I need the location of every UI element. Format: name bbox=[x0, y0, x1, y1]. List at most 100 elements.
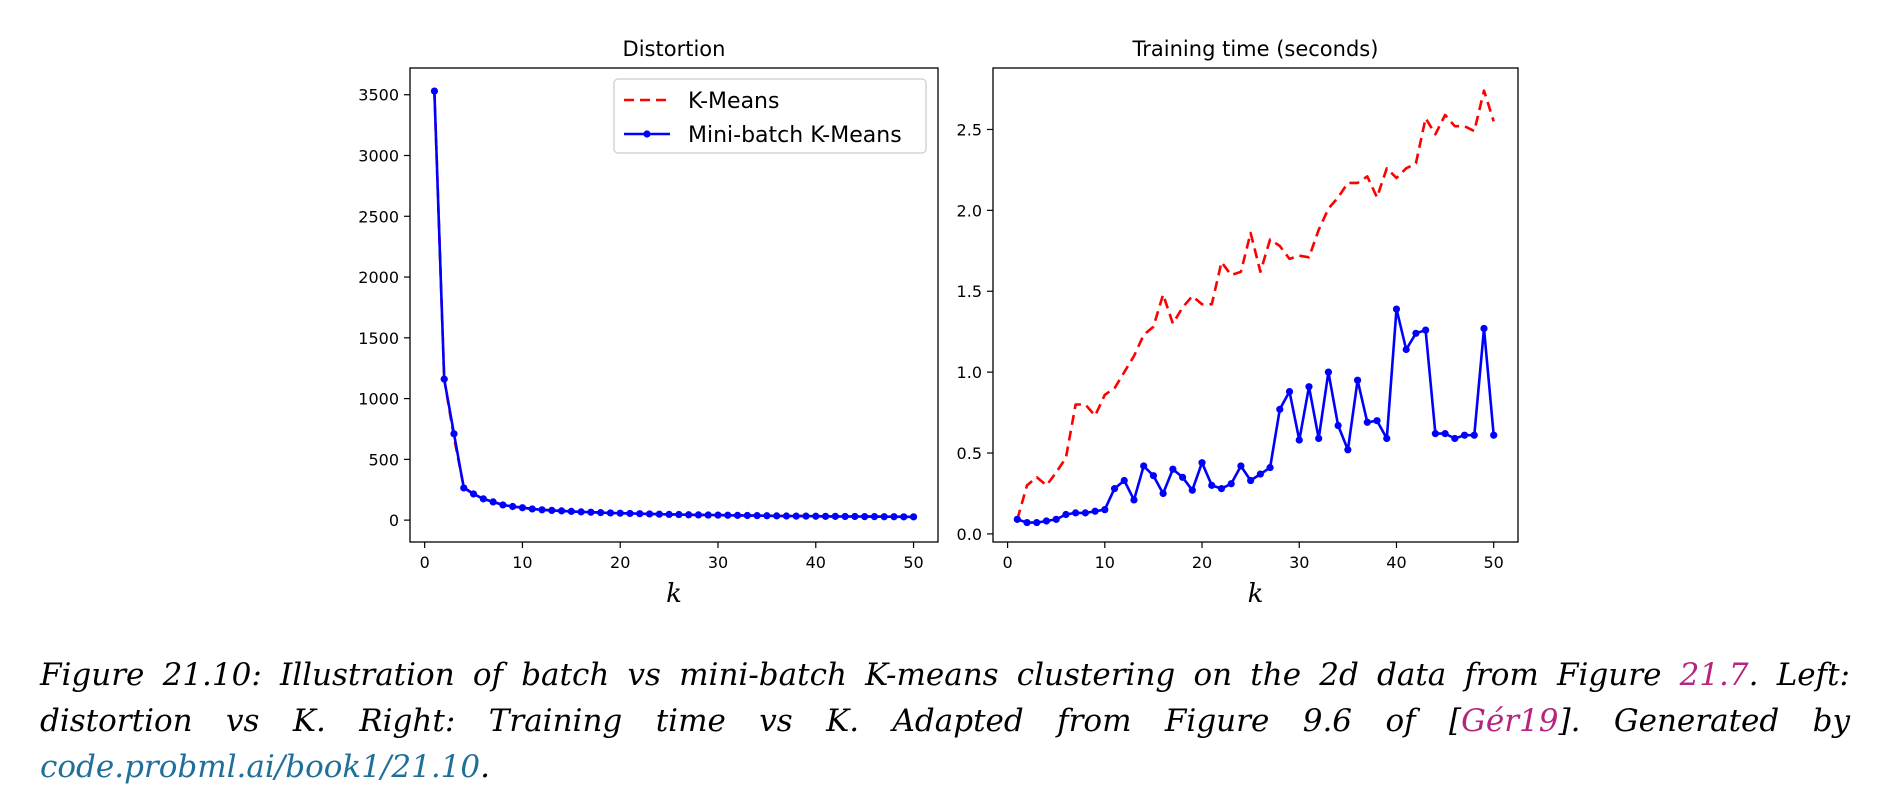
minibatch-data-point bbox=[1256, 470, 1264, 478]
figure-reference-link[interactable]: 21.7 bbox=[1679, 657, 1749, 693]
minibatch-data-point bbox=[694, 511, 703, 519]
caption-middle: . Left: distortion vs K. Right: Training… bbox=[40, 657, 1850, 739]
y-tick-label: 2000 bbox=[358, 268, 399, 287]
minibatch-data-point bbox=[1130, 496, 1138, 504]
minibatch-data-point bbox=[665, 510, 673, 519]
minibatch-data-point bbox=[1276, 405, 1284, 413]
minibatch-data-point bbox=[1441, 430, 1449, 438]
minibatch-data-point bbox=[1373, 417, 1381, 425]
minibatch-data-point bbox=[587, 508, 595, 516]
minibatch-series-line bbox=[433, 91, 914, 519]
legend-box bbox=[613, 78, 927, 154]
y-tick-label: 3000 bbox=[358, 147, 399, 166]
legend-label: K-Means bbox=[688, 89, 779, 114]
minibatch-data-point bbox=[1169, 465, 1177, 473]
minibatch-data-point bbox=[1188, 486, 1196, 494]
minibatch-data-point bbox=[1237, 462, 1245, 470]
minibatch-data-point bbox=[1285, 387, 1294, 396]
minibatch-data-point bbox=[841, 512, 849, 521]
minibatch-data-point bbox=[890, 513, 898, 521]
x-axis-label: k bbox=[1248, 579, 1264, 609]
x-tick-label: 0 bbox=[420, 553, 430, 572]
chart-title: Distortion bbox=[623, 37, 726, 61]
minibatch-data-point bbox=[812, 512, 820, 520]
kmeans-series-line bbox=[433, 91, 914, 519]
minibatch-data-point bbox=[675, 510, 683, 519]
minibatch-data-point bbox=[1052, 515, 1060, 523]
minibatch-data-point bbox=[1178, 473, 1187, 481]
minibatch-data-point bbox=[1149, 472, 1158, 480]
minibatch-data-point bbox=[792, 512, 800, 520]
x-tick-label: 20 bbox=[1192, 553, 1212, 572]
y-tick-label: 0.0 bbox=[957, 525, 982, 544]
y-tick-label: 1000 bbox=[358, 390, 399, 409]
x-tick-label: 30 bbox=[1289, 553, 1309, 572]
plot-frame bbox=[992, 67, 1519, 543]
minibatch-data-point bbox=[645, 510, 654, 518]
minibatch-data-point bbox=[1470, 431, 1478, 439]
minibatch-data-point bbox=[1383, 434, 1391, 443]
minibatch-data-point bbox=[557, 507, 566, 515]
minibatch-data-point bbox=[724, 511, 732, 519]
minibatch-data-point bbox=[1392, 305, 1401, 313]
x-axis-label: k bbox=[666, 579, 682, 609]
minibatch-data-point bbox=[1460, 431, 1469, 439]
minibatch-data-point bbox=[1480, 324, 1488, 333]
minibatch-data-point bbox=[782, 512, 791, 520]
minibatch-data-point bbox=[1295, 436, 1303, 444]
minibatch-data-point bbox=[1422, 326, 1430, 334]
y-tick-label: 0 bbox=[389, 511, 399, 530]
x-tick-label: 40 bbox=[1386, 553, 1406, 572]
minibatch-data-point bbox=[489, 498, 497, 506]
minibatch-data-point bbox=[1353, 376, 1362, 384]
minibatch-data-point bbox=[636, 510, 644, 518]
minibatch-data-point bbox=[616, 509, 624, 517]
minibatch-data-point bbox=[655, 510, 663, 518]
minibatch-data-point bbox=[518, 504, 527, 512]
minibatch-data-point bbox=[773, 512, 781, 520]
minibatch-data-point bbox=[821, 512, 830, 520]
minibatch-data-point bbox=[1305, 383, 1313, 391]
y-tick-label: 500 bbox=[368, 450, 399, 469]
x-tick-label: 40 bbox=[806, 553, 826, 572]
minibatch-data-point bbox=[743, 511, 751, 520]
minibatch-data-point bbox=[1451, 434, 1459, 443]
minibatch-data-point bbox=[450, 430, 458, 438]
minibatch-data-point bbox=[1431, 430, 1439, 438]
minibatch-data-point bbox=[1033, 518, 1041, 527]
x-tick-label: 50 bbox=[903, 553, 923, 572]
code-link[interactable]: code.probml.ai/book1/21.10 bbox=[40, 749, 481, 785]
minibatch-data-point bbox=[567, 507, 575, 515]
minibatch-data-point bbox=[1412, 329, 1420, 337]
legend-marker bbox=[643, 130, 651, 138]
minibatch-data-point bbox=[1042, 517, 1051, 525]
minibatch-data-point bbox=[479, 495, 487, 503]
minibatch-data-point bbox=[870, 512, 879, 521]
minibatch-data-point bbox=[1120, 476, 1128, 485]
minibatch-data-point bbox=[440, 375, 448, 383]
minibatch-data-point bbox=[606, 509, 615, 517]
minibatch-series-line bbox=[1016, 307, 1495, 524]
minibatch-data-point bbox=[1072, 509, 1080, 517]
y-tick-label: 1500 bbox=[358, 329, 399, 348]
minibatch-data-point bbox=[753, 512, 761, 520]
x-tick-label: 10 bbox=[512, 553, 532, 572]
minibatch-data-point bbox=[1062, 510, 1070, 519]
minibatch-data-point bbox=[851, 512, 859, 521]
minibatch-data-point bbox=[1344, 446, 1352, 454]
x-tick-label: 30 bbox=[708, 553, 728, 572]
minibatch-data-point bbox=[802, 512, 810, 520]
minibatch-data-point bbox=[538, 506, 546, 514]
y-tick-label: 1.5 bbox=[957, 282, 982, 301]
minibatch-data-point bbox=[763, 512, 771, 520]
y-tick-label: 2.5 bbox=[957, 120, 982, 139]
kmeans-series-line bbox=[1016, 89, 1495, 520]
citation-link[interactable]: Gér19 bbox=[1461, 703, 1559, 739]
minibatch-data-point bbox=[733, 511, 742, 519]
minibatch-data-point bbox=[1363, 418, 1371, 426]
x-tick-label: 10 bbox=[1095, 553, 1115, 572]
minibatch-data-point bbox=[1315, 434, 1323, 443]
minibatch-data-point bbox=[469, 490, 478, 498]
